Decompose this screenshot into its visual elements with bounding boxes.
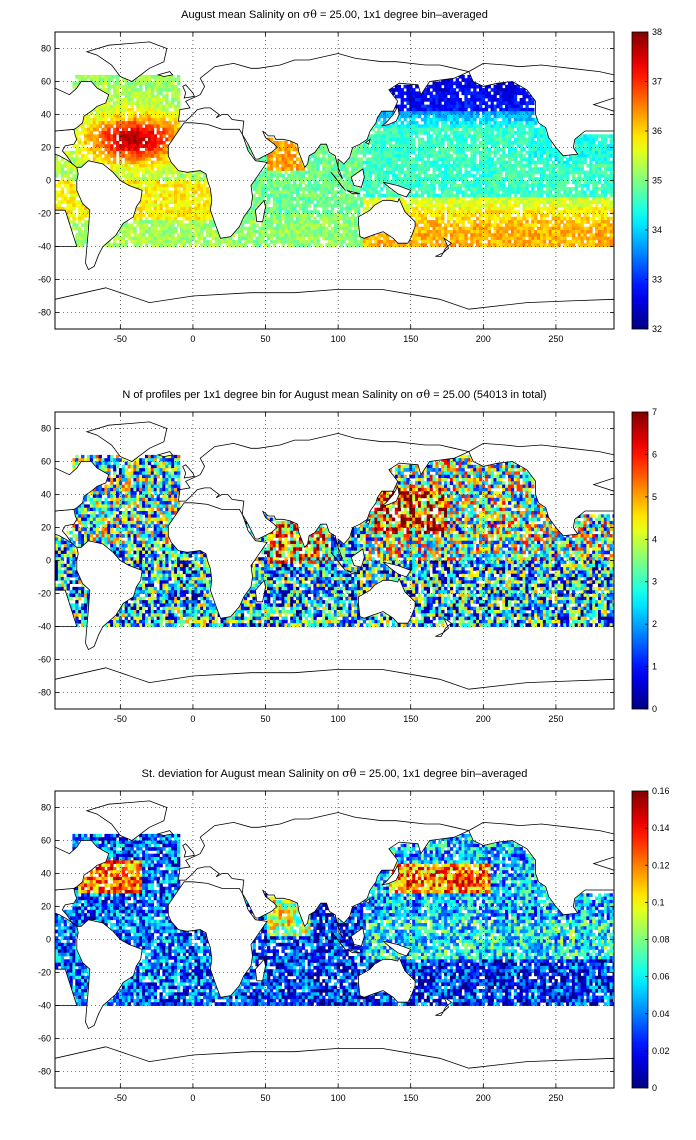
y-tick-label: -20 — [38, 968, 51, 978]
y-tick-label: -20 — [38, 209, 51, 219]
y-tick-label: -40 — [38, 242, 51, 252]
y-tick-label: 20 — [41, 902, 51, 912]
colorbar-tick-label: 5 — [652, 492, 657, 502]
colorbar-tick-label: 0 — [652, 704, 657, 714]
y-tick-label: -40 — [38, 1001, 51, 1011]
colorbar-tick-label: 34 — [652, 225, 662, 235]
colorbar-tick-label: 37 — [652, 77, 662, 87]
y-tick-label: 60 — [41, 77, 51, 87]
panel-2: N of profiles per 1x1 degree bin for Aug… — [38, 388, 657, 724]
x-tick-label: 100 — [331, 714, 346, 724]
y-tick-label: 40 — [41, 490, 51, 500]
colorbar-tick-label: 33 — [652, 275, 662, 285]
data-cells — [55, 833, 614, 1006]
y-tick-label: -20 — [38, 589, 51, 599]
panel-1: August mean Salinity on σθ = 25.00, 1x1 … — [38, 8, 662, 344]
x-tick-label: 200 — [476, 714, 491, 724]
x-tick-label: 150 — [403, 1093, 418, 1103]
x-tick-label: 50 — [261, 334, 271, 344]
y-tick-label: -80 — [38, 308, 51, 318]
panel-title: St. deviation for August mean Salinity o… — [142, 767, 528, 780]
y-tick-label: -60 — [38, 655, 51, 665]
y-tick-label: 40 — [41, 110, 51, 120]
x-tick-label: -50 — [114, 1093, 127, 1103]
x-tick-label: -50 — [114, 334, 127, 344]
colorbar-tick-label: 32 — [652, 324, 662, 334]
x-tick-label: -50 — [114, 714, 127, 724]
y-tick-label: -80 — [38, 1067, 51, 1077]
coastlines — [55, 800, 614, 1088]
y-tick-label: 80 — [41, 424, 51, 434]
panel-3: St. deviation for August mean Salinity o… — [38, 767, 670, 1103]
data-cells — [55, 454, 614, 627]
x-tick-label: 0 — [190, 714, 195, 724]
y-tick-label: 60 — [41, 457, 51, 467]
colorbar-tick-label: 0.14 — [652, 823, 670, 833]
y-tick-label: 0 — [46, 935, 51, 945]
x-tick-label: 150 — [403, 334, 418, 344]
y-tick-label: 20 — [41, 523, 51, 533]
data-cells — [55, 74, 614, 247]
colorbar-tick-label: 0.1 — [652, 897, 665, 907]
colorbar-tick-label: 38 — [652, 27, 662, 37]
y-tick-label: 0 — [46, 556, 51, 566]
colorbar-tick-label: 2 — [652, 619, 657, 629]
colorbar-tick-label: 3 — [652, 577, 657, 587]
colorbar: 7 6 5 4 3 2 1 0 — [631, 407, 657, 714]
grid — [55, 412, 614, 709]
colorbar-tick-label: 0.08 — [652, 935, 670, 945]
y-tick-label: -60 — [38, 275, 51, 285]
coastlines — [55, 421, 614, 709]
y-tick-label: 0 — [46, 176, 51, 186]
x-tick-label: 250 — [548, 1093, 563, 1103]
panel-title: N of profiles per 1x1 degree bin for Aug… — [122, 388, 546, 401]
panel-title: August mean Salinity on σθ = 25.00, 1x1 … — [181, 8, 488, 21]
x-tick-label: 50 — [261, 714, 271, 724]
colorbar-tick-label: 0.06 — [652, 972, 670, 982]
y-tick-label: 40 — [41, 869, 51, 879]
colorbar: 0.16 0.14 0.12 0.1 0.08 0.06 0.04 0.02 0 — [631, 786, 670, 1093]
y-tick-label: -40 — [38, 622, 51, 632]
x-tick-label: 250 — [548, 334, 563, 344]
x-tick-label: 50 — [261, 1093, 271, 1103]
colorbar-tick-label: 0.12 — [652, 860, 670, 870]
y-tick-label: 60 — [41, 836, 51, 846]
colorbar-tick-label: 1 — [652, 662, 657, 672]
x-tick-label: 0 — [190, 334, 195, 344]
grid — [55, 32, 614, 329]
colorbar-tick-label: 6 — [652, 449, 657, 459]
x-tick-label: 200 — [476, 334, 491, 344]
x-tick-label: 200 — [476, 1093, 491, 1103]
y-tick-label: 80 — [41, 803, 51, 813]
colorbar-tick-label: 36 — [652, 126, 662, 136]
colorbar-tick-label: 4 — [652, 534, 657, 544]
y-tick-label: -80 — [38, 688, 51, 698]
y-tick-label: 80 — [41, 44, 51, 54]
colorbar: 38 37 36 35 34 33 32 — [631, 27, 662, 334]
colorbar-tick-label: 7 — [652, 407, 657, 417]
x-tick-label: 100 — [331, 334, 346, 344]
x-tick-label: 250 — [548, 714, 563, 724]
grid — [55, 791, 614, 1088]
colorbar-tick-label: 0.02 — [652, 1046, 670, 1056]
colorbar-tick-label: 35 — [652, 176, 662, 186]
y-tick-label: -60 — [38, 1034, 51, 1044]
colorbar-tick-label: 0.16 — [652, 786, 670, 796]
x-tick-label: 0 — [190, 1093, 195, 1103]
y-tick-label: 20 — [41, 143, 51, 153]
colorbar-tick-label: 0 — [652, 1083, 657, 1093]
x-tick-label: 100 — [331, 1093, 346, 1103]
x-tick-label: 150 — [403, 714, 418, 724]
colorbar-tick-label: 0.04 — [652, 1009, 670, 1019]
